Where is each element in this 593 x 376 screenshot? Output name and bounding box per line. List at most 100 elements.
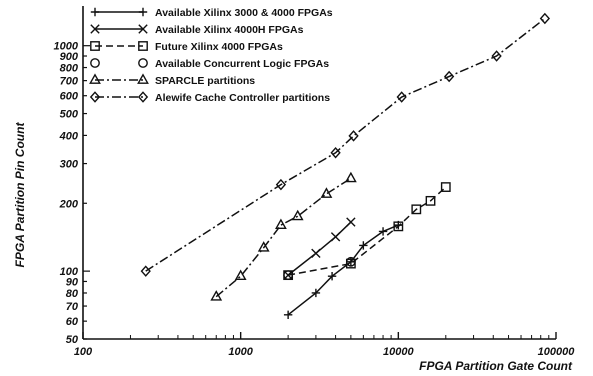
data-point bbox=[345, 256, 356, 267]
data-point bbox=[411, 204, 422, 215]
legend-marker bbox=[138, 24, 148, 34]
legend-label: Available Xilinx 4000H FPGAs bbox=[155, 24, 304, 36]
legend-label: Future Xilinx 4000 FPGAs bbox=[155, 41, 283, 53]
square-marker bbox=[411, 204, 422, 215]
data-point bbox=[539, 12, 551, 25]
legend-marker bbox=[90, 7, 100, 17]
data-point bbox=[283, 310, 293, 320]
data-point bbox=[275, 178, 287, 191]
y-tick-label: 600 bbox=[60, 91, 79, 103]
diamond-marker bbox=[330, 147, 341, 159]
data-point bbox=[311, 248, 321, 258]
legend-label: Available Xilinx 3000 & 4000 FPGAs bbox=[155, 7, 333, 19]
legend-marker bbox=[137, 91, 149, 103]
y-tick-label: 1000 bbox=[54, 41, 79, 53]
series-2 bbox=[283, 182, 451, 281]
legend-entry: Alewife Cache Controller partitions bbox=[89, 91, 330, 104]
square-marker bbox=[393, 221, 404, 232]
axes: 100 1000 10000 1000005060708090100200300400… bbox=[54, 6, 575, 358]
y-tick-label: 50 bbox=[66, 334, 79, 346]
legend-marker bbox=[138, 41, 148, 51]
legend-label: Alewife Cache Controller partitions bbox=[155, 92, 330, 104]
series-4 bbox=[210, 171, 357, 301]
circle-marker bbox=[283, 270, 294, 281]
series-line bbox=[287, 186, 447, 276]
diamond-marker bbox=[140, 265, 151, 277]
legend-marker bbox=[137, 73, 149, 84]
y-tick-label: 80 bbox=[66, 288, 79, 300]
triangle-marker bbox=[137, 73, 149, 84]
data-point bbox=[348, 130, 359, 142]
data-point bbox=[491, 50, 502, 62]
series-layer bbox=[140, 12, 551, 320]
plus-marker bbox=[283, 310, 293, 320]
circle-marker bbox=[345, 256, 356, 267]
x-axis-label: FPGA Partition Gate Count bbox=[419, 359, 573, 373]
square-marker bbox=[90, 41, 100, 51]
plus-marker bbox=[327, 271, 337, 281]
series-line bbox=[145, 17, 546, 272]
y-tick-label: 800 bbox=[60, 63, 79, 75]
y-tick-label: 500 bbox=[60, 109, 79, 121]
diamond-marker bbox=[348, 130, 359, 142]
square-marker bbox=[138, 41, 148, 51]
legend-label: Available Concurrent Logic FPGAs bbox=[155, 58, 329, 70]
data-point bbox=[311, 288, 321, 298]
plus-marker bbox=[311, 288, 321, 298]
diamond-marker bbox=[89, 91, 101, 103]
data-point bbox=[425, 195, 436, 206]
x-marker bbox=[90, 24, 100, 34]
x-marker bbox=[346, 217, 356, 227]
data-point bbox=[396, 91, 407, 103]
data-point bbox=[275, 218, 287, 230]
y-tick-label: 100 bbox=[60, 266, 79, 278]
data-point bbox=[359, 241, 368, 250]
series-0 bbox=[283, 220, 403, 320]
data-point bbox=[210, 290, 223, 301]
diamond-marker bbox=[275, 178, 287, 191]
y-tick-label: 200 bbox=[59, 198, 79, 210]
data-point bbox=[330, 147, 341, 159]
x-tick-label: 10000 bbox=[383, 346, 414, 358]
x-marker bbox=[330, 232, 341, 242]
y-tick-label: 60 bbox=[66, 316, 79, 328]
circle-marker bbox=[138, 58, 148, 68]
data-point bbox=[291, 209, 304, 221]
x-marker bbox=[311, 248, 321, 258]
plus-marker bbox=[90, 7, 100, 17]
triangle-marker bbox=[320, 187, 333, 198]
y-tick-label: 300 bbox=[60, 159, 79, 171]
legend-entry: Available Concurrent Logic FPGAs bbox=[90, 58, 329, 70]
triangle-marker bbox=[210, 290, 223, 301]
series-3 bbox=[283, 256, 356, 281]
legend-entry: Available Xilinx 4000H FPGAs bbox=[90, 24, 304, 36]
triangle-marker bbox=[291, 209, 304, 221]
legend-marker bbox=[90, 58, 100, 68]
triangle-marker bbox=[275, 218, 287, 230]
y-tick-label: 70 bbox=[66, 301, 79, 313]
data-point bbox=[234, 269, 247, 281]
data-point bbox=[443, 70, 455, 83]
square-marker bbox=[440, 182, 451, 192]
legend-entry: Available Xilinx 3000 & 4000 FPGAs bbox=[90, 7, 333, 19]
x-tick-label: 1000 bbox=[228, 346, 253, 358]
x-marker bbox=[138, 24, 148, 34]
series-1 bbox=[283, 217, 356, 280]
legend-marker bbox=[89, 73, 101, 84]
series-line bbox=[287, 221, 352, 276]
diamond-marker bbox=[491, 50, 502, 62]
data-point bbox=[346, 217, 356, 227]
legend-marker bbox=[89, 91, 101, 103]
plus-marker bbox=[359, 241, 368, 250]
triangle-marker bbox=[257, 241, 270, 252]
data-point bbox=[283, 270, 294, 281]
diamond-marker bbox=[539, 12, 551, 25]
data-point bbox=[440, 182, 451, 192]
x-tick-label: 100 bbox=[74, 346, 93, 358]
legend-entry: Future Xilinx 4000 FPGAs bbox=[90, 41, 283, 53]
data-point bbox=[344, 171, 357, 183]
data-point bbox=[140, 265, 151, 277]
y-tick-label: 400 bbox=[59, 130, 79, 142]
plus-marker bbox=[138, 7, 148, 17]
